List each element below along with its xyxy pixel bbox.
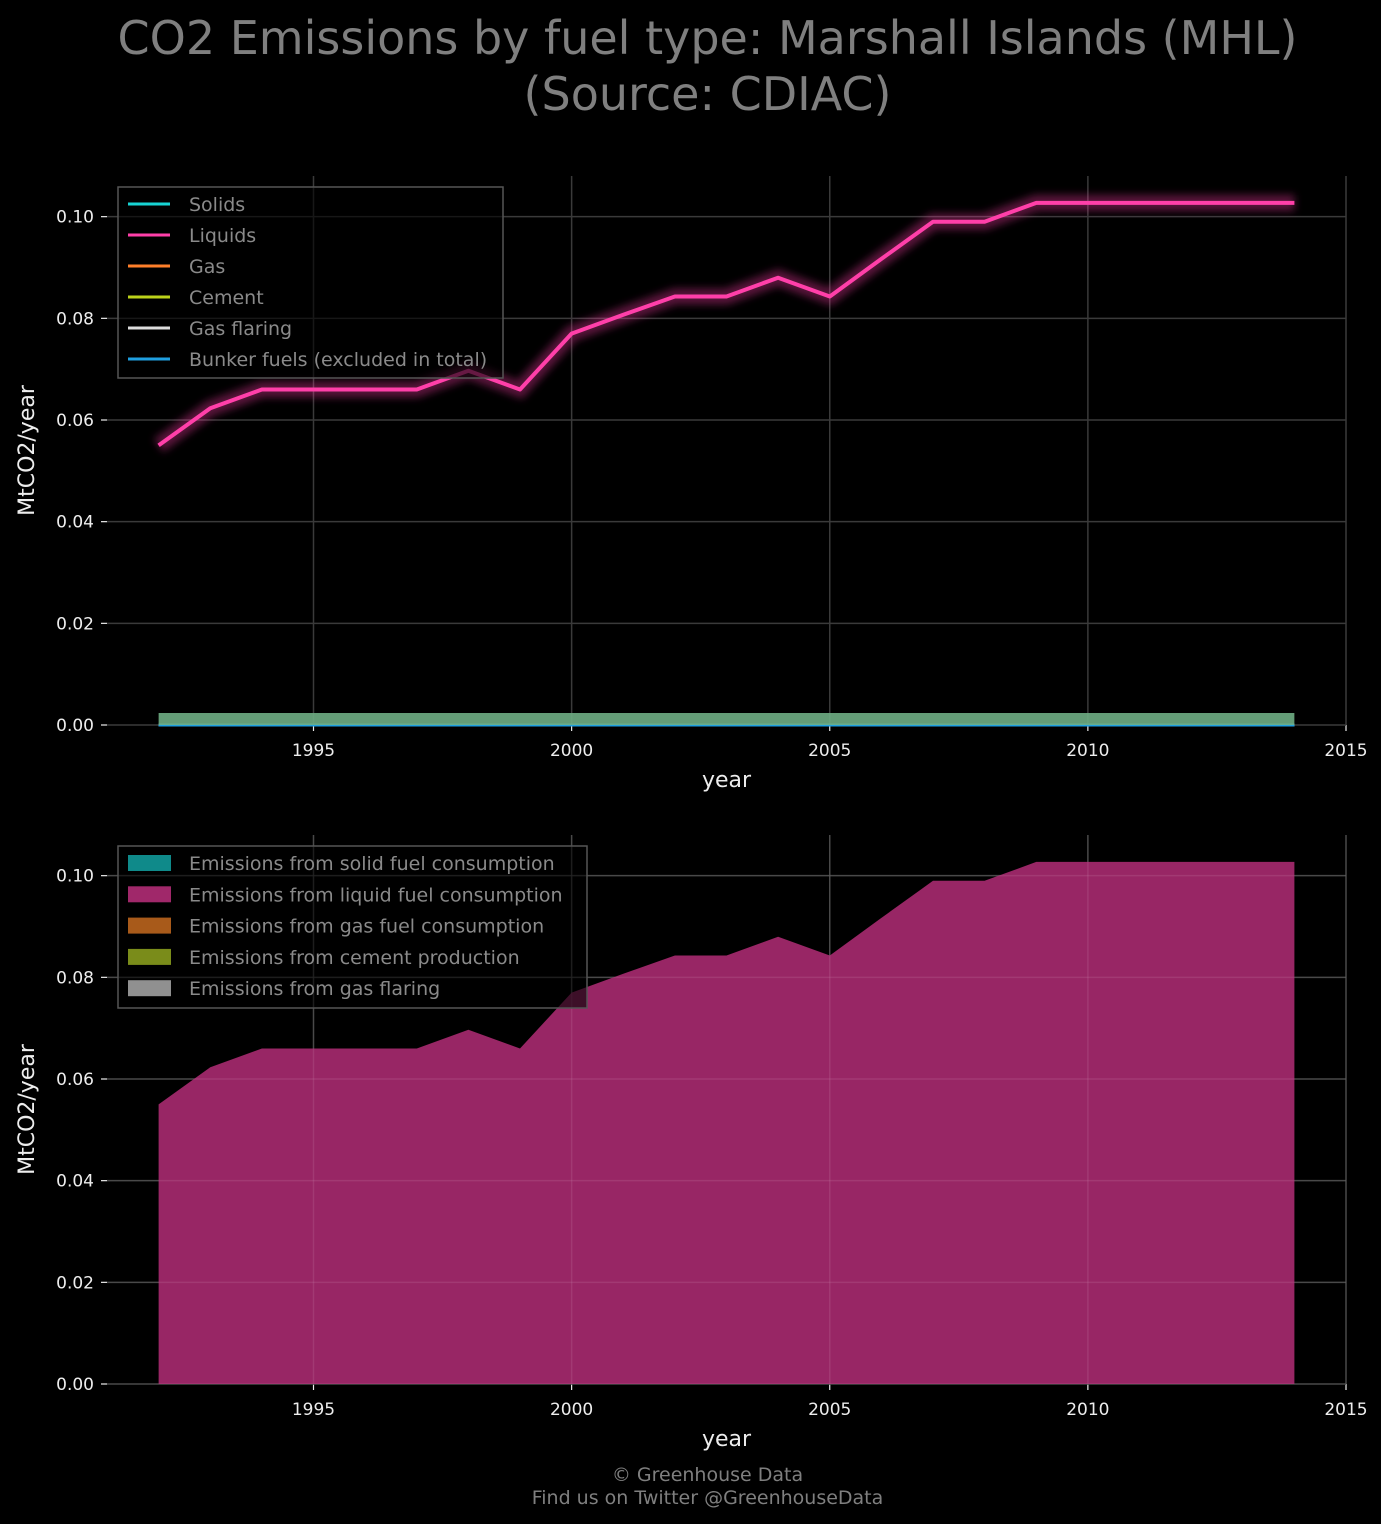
legend-label: Liquids [189, 225, 256, 247]
footer: © Greenhouse Data Find us on Twitter @Gr… [0, 1464, 1381, 1510]
bottom-legend-box [117, 845, 588, 1009]
top-xtick-label: 2015 [1324, 741, 1367, 761]
bottom-ytick-label: 0.06 [56, 1070, 94, 1090]
title-line-1: CO2 Emissions by fuel type: Marshall Isl… [117, 11, 1298, 65]
legend-label: Cement [189, 287, 264, 309]
footer-copyright: © Greenhouse Data [611, 1464, 804, 1486]
legend-label: Gas [189, 256, 225, 278]
legend-swatch-0 [128, 855, 171, 871]
legend-label: Bunker fuels (excluded in total) [189, 349, 487, 371]
legend-label: Emissions from cement production [189, 947, 520, 969]
top-ytick-label: 0.00 [56, 716, 94, 736]
top-ytick-label: 0.02 [56, 614, 94, 634]
legend-swatch-4 [128, 980, 171, 997]
top-ytick-label: 0.08 [56, 309, 94, 329]
bottom-xtick-label: 2010 [1066, 1400, 1109, 1420]
legend-label: Solids [189, 194, 245, 216]
top-line-chart: 1995 2000 2005 2010 2015 0.00 0.02 0.04 0.06 0.08… [15, 176, 1368, 793]
top-xtick-label: 1995 [292, 741, 335, 761]
legend-label: Emissions from gas fuel consumption [189, 916, 544, 938]
chart-title: CO2 Emissions by fuel type: Marshall Isl… [0, 10, 1381, 122]
bottom-ytick-label: 0.04 [56, 1172, 94, 1192]
top-legend: Solids Liquids Gas Cement Gas flaring Bunker … [117, 186, 504, 379]
top-ytick-label: 0.06 [56, 411, 94, 431]
legend-swatch-3 [128, 948, 171, 965]
bottom-ytick-label: 0.08 [56, 968, 94, 988]
bottom-y-axis-label: MtCO2/year [15, 1043, 40, 1175]
top-y-axis-label: MtCO2/year [15, 384, 40, 516]
legend-label: Emissions from solid fuel consumption [189, 853, 555, 875]
bottom-xtick-label: 2000 [550, 1400, 593, 1420]
bottom-xtick-label: 2005 [808, 1400, 851, 1420]
legend-label: Gas flaring [189, 318, 292, 340]
title-line-2: (Source: CDIAC) [523, 67, 892, 121]
legend-swatch-2 [128, 917, 171, 934]
top-ytick-label: 0.10 [56, 208, 94, 228]
legend-label: Emissions from gas flaring [189, 978, 440, 1000]
top-xtick-label: 2005 [808, 741, 851, 761]
zero-series-band [158, 713, 1295, 725]
top-ytick-label: 0.04 [56, 513, 94, 533]
top-xtick-label: 2000 [550, 741, 593, 761]
legend-swatch-1 [128, 886, 171, 903]
bottom-xtick-label: 1995 [292, 1400, 335, 1420]
bottom-x-axis-label: year [702, 1427, 752, 1452]
bottom-ytick-label: 0.00 [56, 1375, 94, 1395]
bottom-xtick-label: 2015 [1324, 1400, 1367, 1420]
area-emissions-from-liquid-fuel-consumption [158, 861, 1295, 1384]
bottom-legend: Emissions from solid fuel consumption Emi… [117, 845, 588, 1009]
bottom-ytick-label: 0.10 [56, 867, 94, 887]
top-x-axis-label: year [702, 768, 752, 793]
bottom-area-chart: 1995 2000 2005 2010 2015 0.00 0.02 0.04 0.06 0.08… [15, 835, 1368, 1452]
footer-twitter: Find us on Twitter @GreenhouseData [531, 1487, 884, 1509]
top-legend-box [117, 186, 504, 379]
bottom-ytick-label: 0.02 [56, 1273, 94, 1293]
legend-label: Emissions from liquid fuel consumption [189, 884, 563, 906]
top-xtick-label: 2010 [1066, 741, 1109, 761]
